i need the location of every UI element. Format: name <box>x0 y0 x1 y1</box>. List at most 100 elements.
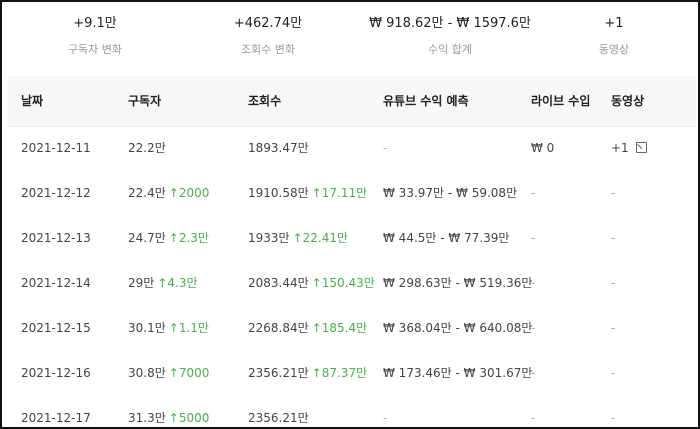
summary-subscribers: +9.1만 구독자 변화 <box>45 14 145 57</box>
cell-videos: - <box>611 216 615 261</box>
cell-date: 2021-12-11 <box>21 126 91 171</box>
cell-revenue: ₩ 44.5만 - ₩ 77.39만 <box>383 216 509 261</box>
header-date[interactable]: 날짜 <box>21 94 44 108</box>
date-text: 2021-12-17 <box>21 411 91 425</box>
live-income-value: - <box>531 276 536 290</box>
external-link-icon[interactable] <box>635 142 647 153</box>
revenue-value: - <box>383 411 388 425</box>
views-delta: ↑185.4만 <box>312 321 367 335</box>
views-delta-value: 150.43만 <box>321 276 375 290</box>
cell-live-income: ₩ 0 <box>531 126 554 171</box>
views-value: 1933만 <box>248 231 290 245</box>
cell-subscribers: 22.2만 <box>128 126 166 171</box>
cell-live-income: - <box>531 216 535 261</box>
cell-views: 1910.58만 ↑17.11만 <box>248 171 367 216</box>
subscribers-delta-value: 4.3만 <box>167 276 198 290</box>
header-videos[interactable]: 동영상 <box>611 94 645 108</box>
date-text: 2021-12-15 <box>21 321 91 335</box>
cell-views: 2268.84만 ↑185.4만 <box>248 306 367 351</box>
arrow-up-icon: ↑ <box>311 321 322 335</box>
cell-date: 2021-12-15 <box>21 306 91 351</box>
views-value: 2268.84만 <box>248 321 309 335</box>
arrow-up-icon: ↑ <box>157 276 168 290</box>
arrow-up-icon: ↑ <box>168 231 179 245</box>
header-views[interactable]: 조회수 <box>248 94 282 108</box>
cell-views: 2083.44만 ↑150.43만 <box>248 261 375 306</box>
cell-views: 1893.47만 <box>248 126 309 171</box>
views-delta-value: 17.11만 <box>321 186 368 200</box>
revenue-value: ₩ 368.04만 - ₩ 640.08만 <box>383 321 533 335</box>
cell-videos: - <box>611 261 615 306</box>
table-header: 날짜 구독자 조회수 유튜브 수익 예측 라이브 수입 동영상 <box>7 76 696 127</box>
subscribers-value: 30.8만 <box>128 366 166 380</box>
videos-value: - <box>611 411 616 425</box>
cell-live-income: - <box>531 171 535 216</box>
cell-date: 2021-12-17 <box>21 396 91 427</box>
cell-live-income: - <box>531 396 536 427</box>
cell-videos: - <box>611 171 615 216</box>
live-income-value: - <box>531 321 536 335</box>
summary-bar: +9.1만 구독자 변화 +462.74만 조회수 변화 ₩ 918.62만 -… <box>2 2 698 74</box>
header-subscribers[interactable]: 구독자 <box>128 94 162 108</box>
cell-videos: - <box>611 351 615 396</box>
cell-date: 2021-12-12 <box>21 171 91 216</box>
subscribers-value: 29만 <box>128 276 155 290</box>
subscribers-delta: ↑2.3만 <box>169 231 209 245</box>
header-live-income[interactable]: 라이브 수입 <box>531 94 591 108</box>
views-value: 2356.21만 <box>248 366 309 380</box>
table-row: 2021-12-15 30.1만 ↑1.1만 2268.84만 ↑185.4만 ₩ 368… <box>7 306 696 351</box>
arrow-up-icon: ↑ <box>168 366 179 380</box>
cell-videos: - <box>611 306 615 351</box>
live-income-value: - <box>531 411 536 425</box>
views-delta-value: 22.41만 <box>302 231 349 245</box>
cell-revenue: - <box>383 396 388 427</box>
views-delta: ↑22.41만 <box>293 231 348 245</box>
revenue-value: ₩ 298.63만 - ₩ 519.36만 <box>383 276 533 290</box>
subscribers-value: 24.7만 <box>128 231 166 245</box>
revenue-value: ₩ 33.97만 - ₩ 59.08만 <box>383 186 518 200</box>
views-value: 1893.47만 <box>248 141 309 155</box>
summary-subscribers-value: +9.1만 <box>73 16 117 31</box>
cell-revenue: ₩ 33.97만 - ₩ 59.08만 <box>383 171 517 216</box>
subscribers-delta: ↑5000 <box>169 411 210 425</box>
cell-subscribers: 29만 ↑4.3만 <box>128 261 198 306</box>
table-row: 2021-12-17 31.3만 ↑5000 2356.21만 - - - <box>7 396 696 427</box>
cell-revenue: ₩ 368.04만 - ₩ 640.08만 <box>383 306 532 351</box>
date-text: 2021-12-13 <box>21 231 91 245</box>
cell-videos: +1 <box>611 126 647 171</box>
subscribers-delta: ↑1.1만 <box>169 321 209 335</box>
date-text: 2021-12-16 <box>21 366 91 380</box>
cell-views: 1933만 ↑22.41만 <box>248 216 348 261</box>
subscribers-delta-value: 1.1만 <box>178 321 209 335</box>
subscribers-delta-value: 2.3만 <box>178 231 209 245</box>
subscribers-value: 31.3만 <box>128 411 166 425</box>
arrow-up-icon: ↑ <box>292 231 303 245</box>
views-delta: ↑150.43만 <box>312 276 375 290</box>
subscribers-value: 30.1만 <box>128 321 166 335</box>
cell-subscribers: 22.4만 ↑2000 <box>128 171 209 216</box>
cell-revenue: ₩ 298.63만 - ₩ 519.36만 <box>383 261 532 306</box>
views-delta: ↑17.11만 <box>312 186 367 200</box>
cell-subscribers: 30.1만 ↑1.1만 <box>128 306 209 351</box>
videos-value: - <box>611 186 616 200</box>
table-row: 2021-12-16 30.8만 ↑7000 2356.21만 ↑87.37만 ₩ 173… <box>7 351 696 396</box>
date-text: 2021-12-12 <box>21 186 91 200</box>
revenue-value: ₩ 44.5만 - ₩ 77.39만 <box>383 231 510 245</box>
cell-views: 2356.21만 <box>248 396 309 427</box>
arrow-up-icon: ↑ <box>168 321 179 335</box>
revenue-value: - <box>383 141 388 155</box>
cell-revenue: - <box>383 126 387 171</box>
views-value: 1910.58만 <box>248 186 309 200</box>
views-value: 2083.44만 <box>248 276 309 290</box>
summary-subscribers-label: 구독자 변화 <box>67 43 123 56</box>
views-delta-value: 87.37만 <box>321 366 368 380</box>
arrow-up-icon: ↑ <box>168 411 179 425</box>
table-row: 2021-12-11 22.2만 1893.47만 - ₩ 0 +1 <box>7 126 696 171</box>
summary-videos-label: 동영상 <box>598 43 630 56</box>
table-row: 2021-12-12 22.4만 ↑2000 1910.58만 ↑17.11만 ₩ 33.… <box>7 171 696 216</box>
header-revenue[interactable]: 유튜브 수익 예측 <box>383 94 469 108</box>
views-delta-value: 185.4만 <box>321 321 368 335</box>
subscribers-delta: ↑2000 <box>169 186 210 200</box>
arrow-up-icon: ↑ <box>168 186 179 200</box>
summary-revenue-label: 수익 합계 <box>428 43 472 56</box>
